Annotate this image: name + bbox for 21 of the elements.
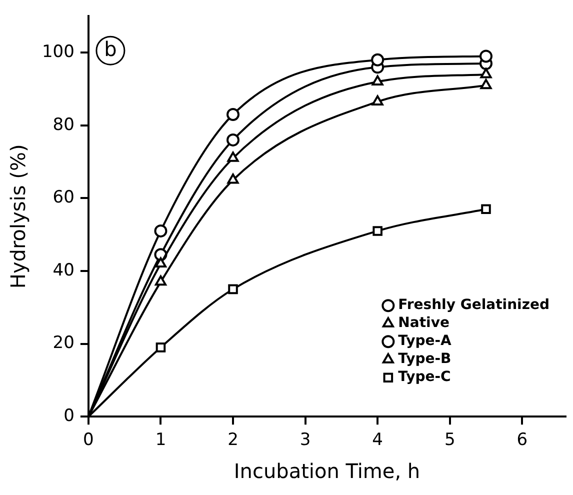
x-tick-label: 0	[83, 430, 94, 450]
x-tick-label: 3	[300, 430, 311, 450]
legend-label: Native	[398, 315, 450, 332]
legend-label: Type-B	[398, 351, 452, 368]
x-tick-label: 4	[372, 430, 383, 450]
x-tick-label: 2	[228, 430, 238, 450]
y-tick-label: 20	[52, 333, 74, 354]
legend-label: Freshly Gelatinized	[398, 297, 550, 314]
y-tick-label: 40	[52, 260, 74, 280]
legend-label: Type-A	[398, 333, 452, 350]
x-axis-title: Incubation Time, h	[234, 459, 420, 484]
y-axis-title: Hydrolysis (%)	[6, 144, 30, 289]
x-tick-label: 1	[155, 430, 166, 450]
x-tick-label: 5	[444, 430, 456, 450]
y-tick-label: 0	[64, 406, 74, 426]
y-tick-label: 80	[52, 114, 74, 135]
y-tick-label: 60	[52, 188, 74, 208]
y-tick-label: 100	[42, 42, 74, 62]
x-tick-label: 6	[516, 430, 528, 450]
annotation: b	[104, 36, 117, 61]
legend-label: Type-C	[398, 369, 451, 386]
